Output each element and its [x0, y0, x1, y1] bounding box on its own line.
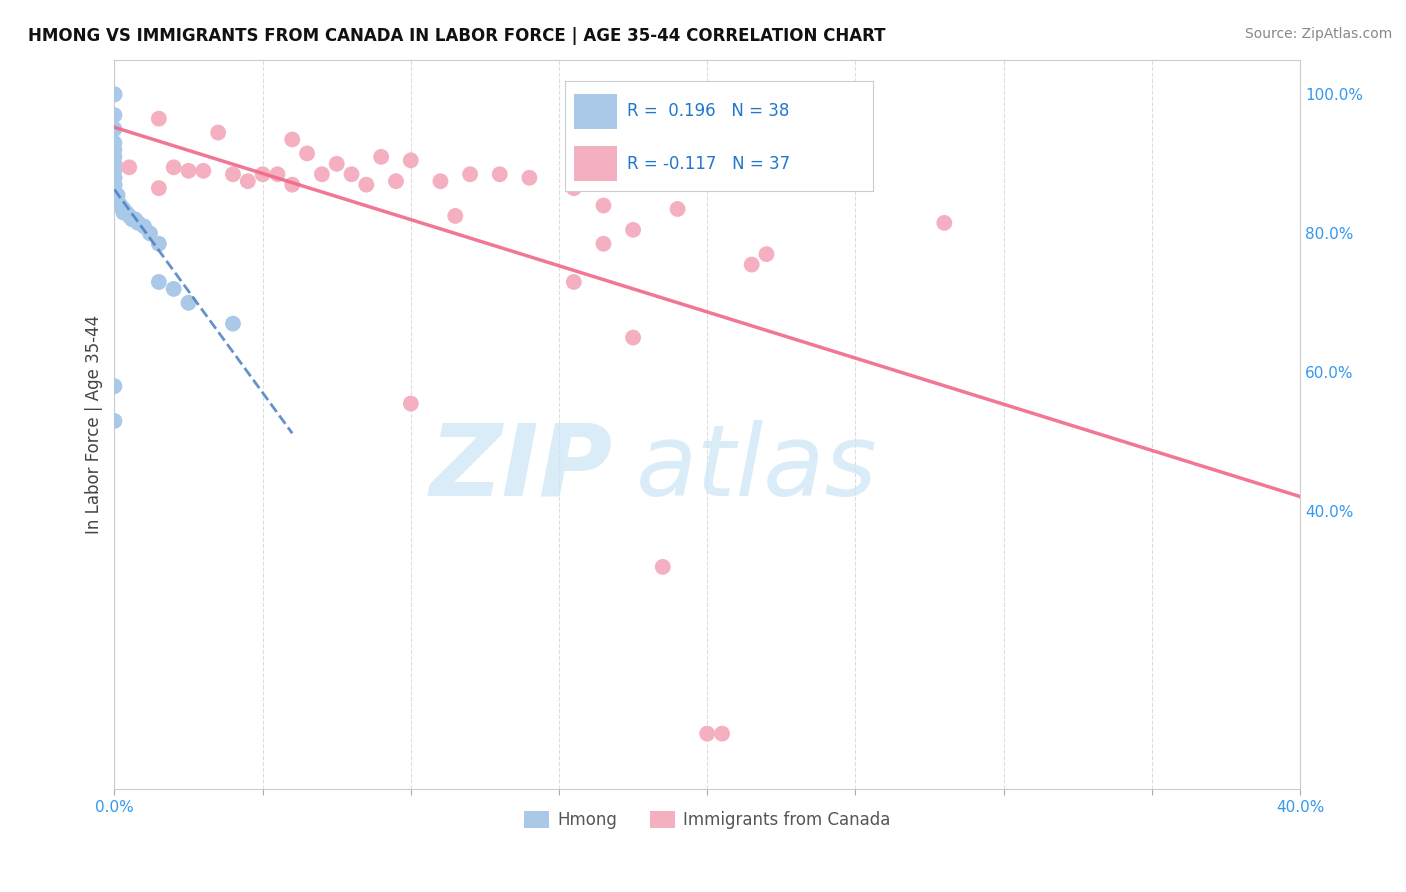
Point — [562, 181, 585, 195]
Point — [103, 87, 125, 102]
Point — [592, 198, 614, 212]
Point — [139, 227, 162, 241]
Point — [115, 205, 138, 219]
Text: Source: ZipAtlas.com: Source: ZipAtlas.com — [1244, 27, 1392, 41]
Point — [103, 108, 125, 122]
Point — [429, 174, 451, 188]
Point — [103, 185, 125, 199]
Text: atlas: atlas — [636, 420, 877, 516]
Point — [177, 163, 200, 178]
Point — [103, 136, 125, 150]
Point — [103, 170, 125, 185]
Point — [340, 167, 363, 181]
Point — [103, 178, 125, 192]
Point — [252, 167, 274, 181]
Point — [103, 170, 125, 185]
Point — [621, 330, 644, 344]
Point — [103, 379, 125, 393]
Point — [488, 167, 510, 181]
Point — [222, 167, 245, 181]
Point — [651, 559, 673, 574]
Point — [621, 223, 644, 237]
Point — [934, 216, 956, 230]
Point — [711, 726, 734, 740]
Point — [121, 212, 143, 227]
Point — [103, 185, 125, 199]
Point — [103, 122, 125, 136]
Point — [399, 153, 422, 168]
Point — [399, 396, 422, 410]
Point — [311, 167, 333, 181]
Point — [118, 161, 141, 175]
Point — [266, 167, 288, 181]
Point — [105, 188, 128, 202]
Point — [103, 414, 125, 428]
Point — [666, 202, 689, 216]
Point — [519, 170, 541, 185]
Point — [148, 112, 170, 126]
Point — [207, 126, 229, 140]
Point — [844, 136, 866, 150]
Point — [105, 192, 128, 206]
Point — [696, 726, 718, 740]
Point — [103, 163, 125, 178]
Point — [592, 236, 614, 251]
Point — [112, 202, 135, 216]
Point — [110, 198, 132, 212]
Point — [163, 282, 186, 296]
Point — [103, 143, 125, 157]
Point — [103, 87, 125, 102]
Point — [132, 219, 155, 234]
Text: ZIP: ZIP — [429, 420, 613, 516]
Point — [325, 157, 347, 171]
Point — [741, 258, 763, 272]
Point — [222, 317, 245, 331]
Point — [103, 178, 125, 192]
Point — [177, 295, 200, 310]
Point — [124, 212, 146, 227]
Point — [110, 198, 132, 212]
Y-axis label: In Labor Force | Age 35-44: In Labor Force | Age 35-44 — [86, 315, 103, 534]
Point — [148, 181, 170, 195]
Point — [755, 247, 778, 261]
Point — [112, 205, 135, 219]
Point — [127, 216, 149, 230]
Point — [281, 178, 304, 192]
Text: HMONG VS IMMIGRANTS FROM CANADA IN LABOR FORCE | AGE 35-44 CORRELATION CHART: HMONG VS IMMIGRANTS FROM CANADA IN LABOR… — [28, 27, 886, 45]
Point — [148, 275, 170, 289]
Point — [148, 236, 170, 251]
Point — [118, 209, 141, 223]
Point — [103, 157, 125, 171]
Point — [385, 174, 408, 188]
Point — [105, 195, 128, 210]
Point — [103, 150, 125, 164]
Point — [163, 161, 186, 175]
Point — [356, 178, 378, 192]
Point — [193, 163, 215, 178]
Point — [281, 132, 304, 146]
Legend: Hmong, Immigrants from Canada: Hmong, Immigrants from Canada — [517, 804, 897, 836]
Point — [105, 188, 128, 202]
Point — [236, 174, 259, 188]
Point — [103, 185, 125, 199]
Point — [370, 150, 392, 164]
Point — [458, 167, 481, 181]
Point — [295, 146, 318, 161]
Point — [444, 209, 467, 223]
Point — [562, 275, 585, 289]
